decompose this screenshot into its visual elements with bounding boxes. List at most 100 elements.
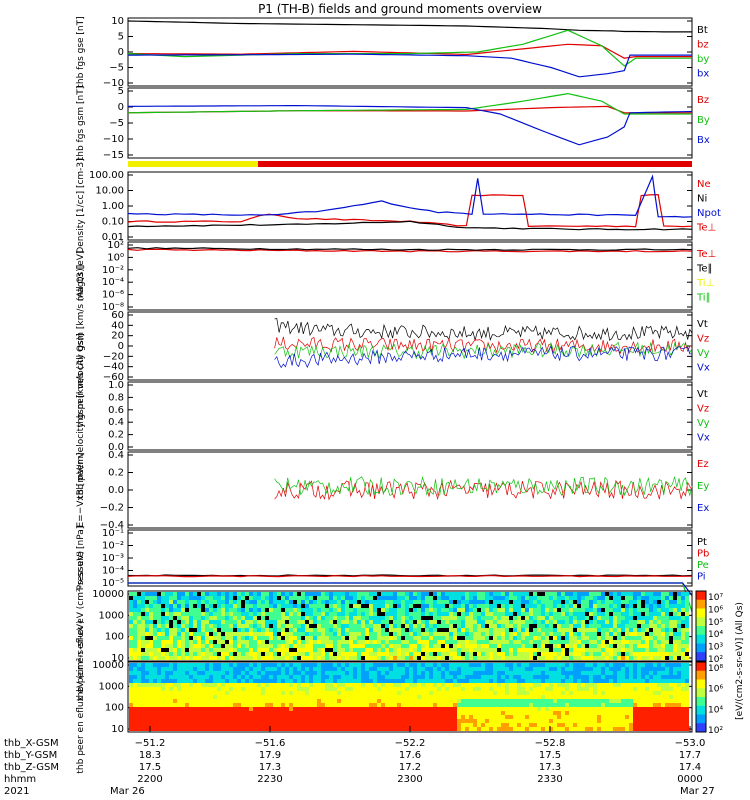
y-tick-label: 0.6: [108, 405, 124, 416]
spectrogram-cell: [477, 727, 481, 731]
spectrogram-cell: [489, 600, 493, 604]
spectrogram-cell: [349, 604, 353, 608]
spectrogram-cell: [201, 608, 205, 612]
spectrogram-cell: [205, 632, 209, 636]
spectrogram-cell: [229, 632, 233, 636]
spectrogram-cell: [413, 683, 417, 687]
y-tick-label: −10: [103, 134, 124, 145]
spectrogram-cell: [221, 620, 225, 624]
spectrogram-cell: [433, 699, 437, 703]
spectrogram-cell: [257, 675, 261, 679]
spectrogram-cell: [193, 656, 197, 660]
spectrogram-cell: [197, 719, 201, 723]
spectrogram-cell: [201, 624, 205, 628]
spectrogram-cell: [473, 683, 477, 687]
spectrogram-cell: [161, 723, 165, 727]
spectrogram-cell: [541, 616, 545, 620]
spectrogram-cell: [421, 652, 425, 656]
spectrogram-cell: [153, 608, 157, 612]
y-axis-label: thb peer velocity gsm [km/s (All Qs)]: [76, 333, 86, 499]
spectrogram-cell: [369, 604, 373, 608]
spectrogram-cell: [637, 727, 641, 731]
spectrogram-cell: [269, 596, 273, 600]
spectrogram-cell: [221, 656, 225, 660]
series-line-Bx: [127, 105, 693, 146]
spectrogram-cell: [513, 652, 517, 656]
spectrogram-cell: [261, 723, 265, 727]
spectrogram-cell: [277, 640, 281, 644]
spectrogram-cell: [197, 687, 201, 691]
spectrogram-cell: [409, 719, 413, 723]
spectrogram-cell: [681, 687, 685, 691]
spectrogram-cell: [317, 612, 321, 616]
spectrogram-cell: [549, 636, 553, 640]
spectrogram-cell: [265, 723, 269, 727]
spectrogram-cell: [281, 600, 285, 604]
spectrogram-cell: [413, 640, 417, 644]
spectrogram-cell: [521, 656, 525, 660]
spectrogram-cell: [497, 715, 501, 719]
spectrogram-cell: [389, 687, 393, 691]
spectrogram-cell: [389, 679, 393, 683]
spectrogram-cell: [465, 648, 469, 652]
spectrogram-cell: [633, 679, 637, 683]
spectrogram-cell: [257, 715, 261, 719]
spectrogram-cell: [413, 663, 417, 667]
spectrogram-cell: [325, 616, 329, 620]
spectrogram-cell: [437, 727, 441, 731]
spectrogram-cell: [141, 632, 145, 636]
spectrogram-cell: [609, 624, 613, 628]
spectrogram-cell: [397, 656, 401, 660]
spectrogram-cell: [149, 695, 153, 699]
spectrogram-cell: [633, 604, 637, 608]
spectrogram-cell: [653, 656, 657, 660]
spectrogram-cell: [289, 608, 293, 612]
spectrogram-cell: [289, 727, 293, 731]
spectrogram-cell: [217, 695, 221, 699]
spectrogram-cell: [313, 723, 317, 727]
spectrogram-cell: [341, 620, 345, 624]
spectrogram-cell: [617, 723, 621, 727]
spectrogram-cell: [297, 679, 301, 683]
spectrogram-cell: [489, 652, 493, 656]
spectrogram-cell: [601, 707, 605, 711]
spectrogram-cell: [321, 636, 325, 640]
spectrogram-cell: [517, 616, 521, 620]
spectrogram-cell: [629, 667, 633, 671]
spectrogram-cell: [337, 632, 341, 636]
spectrogram-cell: [613, 624, 617, 628]
spectrogram-cell: [669, 656, 673, 660]
spectrogram-cell: [661, 691, 665, 695]
spectrogram-cell: [129, 727, 133, 731]
spectrogram-cell: [265, 675, 269, 679]
spectrogram-cell: [497, 652, 501, 656]
spectrogram-cell: [221, 648, 225, 652]
spectrogram-cell: [649, 596, 653, 600]
spectrogram-cell: [489, 656, 493, 660]
spectrogram-cell: [429, 592, 433, 596]
spectrogram-cell: [557, 719, 561, 723]
spectrogram-cell: [265, 683, 269, 687]
spectrogram-cell: [209, 687, 213, 691]
spectrogram-cell: [469, 644, 473, 648]
spectrogram-cell: [513, 628, 517, 632]
spectrogram-cell: [309, 727, 313, 731]
spectrogram-cell: [405, 675, 409, 679]
spectrogram-cell: [533, 616, 537, 620]
spectrogram-cell: [141, 727, 145, 731]
spectrogram-cell: [677, 663, 681, 667]
spectrogram-cell: [585, 687, 589, 691]
spectrogram-cell: [205, 624, 209, 628]
spectrogram-cell: [201, 628, 205, 632]
spectrogram-cell: [585, 640, 589, 644]
spectrogram-cell: [429, 612, 433, 616]
spectrogram-cell: [645, 719, 649, 723]
spectrogram-cell: [145, 727, 149, 731]
spectrogram-cell: [581, 628, 585, 632]
spectrogram-cell: [477, 703, 481, 707]
spectrogram-cell: [189, 695, 193, 699]
spectrogram-cell: [565, 604, 569, 608]
spectrogram-cell: [161, 656, 165, 660]
spectrogram-cell: [177, 711, 181, 715]
spectrogram-cell: [597, 656, 601, 660]
